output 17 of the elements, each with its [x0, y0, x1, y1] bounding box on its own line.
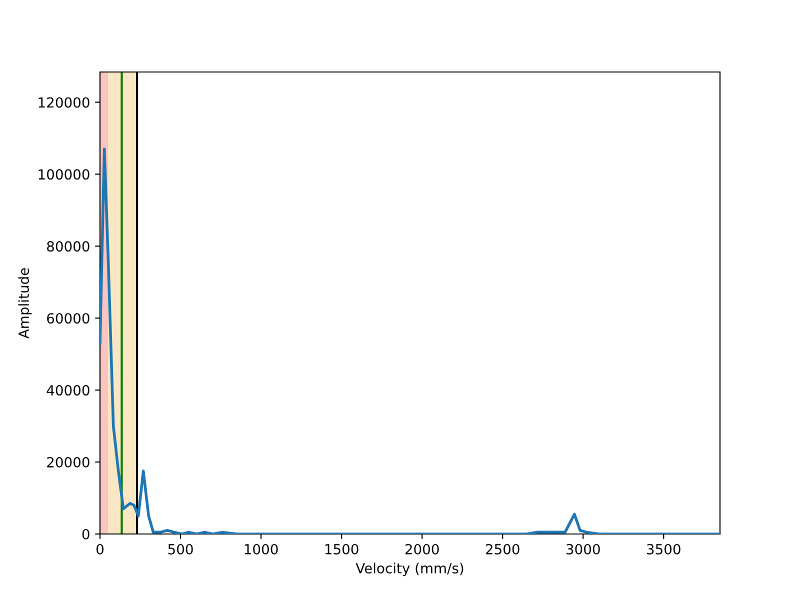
x-tick-label: 0: [96, 544, 104, 554]
y-tick-label: 100000: [38, 169, 90, 180]
x-axis-title: Velocity (mm/s): [356, 562, 464, 576]
x-tick-label: 500: [168, 544, 193, 554]
x-tick-label: 1000: [244, 544, 278, 554]
y-axis-title: Amplitude: [18, 268, 32, 338]
x-tick-label: 3500: [647, 544, 680, 554]
x-tick-label: 2500: [486, 544, 520, 554]
x-tick-label: 3000: [566, 544, 600, 554]
x-tick-label: 1500: [325, 544, 358, 554]
x-tick-label: 2000: [405, 544, 439, 554]
y-tick-label: 20000: [47, 457, 90, 468]
y-tick-label: 120000: [38, 97, 90, 108]
y-tick-label: 80000: [47, 241, 90, 252]
y-tick-label: 40000: [46, 385, 90, 396]
y-tick-label: 60000: [47, 313, 90, 324]
y-tick-label: 0: [82, 528, 90, 540]
